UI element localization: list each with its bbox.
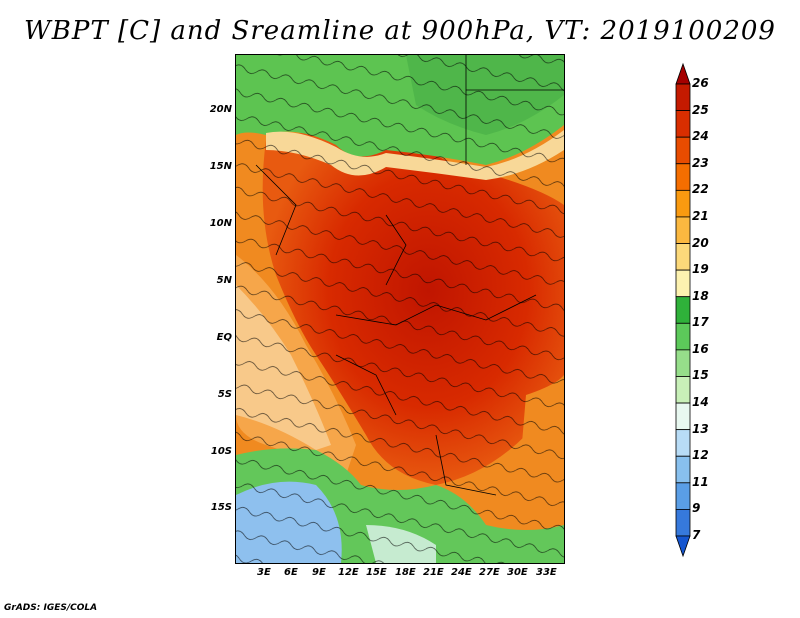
colorbar-swatch	[675, 429, 691, 457]
lon-label: 6E	[284, 567, 298, 578]
colorbar-label: 19	[692, 262, 709, 277]
colorbar-label: 11	[692, 474, 709, 489]
colorbar-swatch	[675, 269, 691, 298]
map-title: WBPT [C] and Sreamline at 900hPa, VT: 20…	[24, 16, 776, 46]
colorbar-label: 26	[692, 76, 709, 90]
colorbar-label: 15	[692, 368, 709, 383]
colorbar-label: 25	[692, 102, 709, 117]
lat-label: 5S	[217, 389, 232, 400]
colorbar-label: 23	[692, 155, 709, 170]
country-borders	[255, 55, 564, 496]
colorbar-swatch	[675, 163, 691, 191]
colorbar-swatch	[675, 322, 691, 351]
colorbar-swatch	[675, 296, 691, 324]
colorbar-label: 18	[692, 288, 709, 303]
colorbar-label: 13	[692, 421, 709, 436]
lat-label: 15S	[210, 502, 232, 513]
lon-label: 30E	[507, 567, 528, 578]
lat-label: 10N	[209, 218, 232, 229]
colorbar-label: 17	[692, 315, 709, 330]
map-panel	[235, 54, 565, 564]
lat-label: 5N	[216, 275, 232, 286]
colorbar-swatch	[675, 83, 691, 111]
streamlines	[236, 55, 564, 563]
footer-credit: GrADS: IGES/COLA	[4, 603, 98, 613]
colorbar-swatch	[675, 349, 691, 377]
colorbar-swatch	[675, 243, 691, 271]
lon-label: 15E	[366, 567, 387, 578]
lon-label: 24E	[451, 567, 472, 578]
colorbar-swatch	[675, 216, 691, 244]
wbpt-field-map	[236, 55, 564, 563]
colorbar-label: 14	[692, 395, 709, 410]
lat-label: 20N	[209, 104, 232, 115]
lat-label: 15N	[209, 161, 232, 172]
lon-label: 12E	[338, 567, 359, 578]
colorbar-swatch	[675, 402, 691, 431]
colorbar-swatch	[675, 509, 691, 537]
lon-label: 18E	[395, 567, 416, 578]
lon-label: 33E	[536, 567, 557, 578]
lon-label: 27E	[479, 567, 500, 578]
colorbar-label: 20	[692, 235, 709, 250]
colorbar-swatch	[675, 376, 691, 404]
lat-label: 10S	[210, 446, 232, 457]
colorbar-swatch	[675, 136, 691, 165]
colorbar-swatch	[675, 455, 691, 484]
colorbar-label: 24	[692, 129, 709, 144]
colorbar	[675, 62, 691, 558]
colorbar-label: 12	[692, 448, 709, 463]
colorbar-swatch	[675, 482, 691, 510]
colorbar-bottom-arrow	[675, 535, 691, 558]
colorbar-label: 7	[692, 528, 701, 542]
colorbar-swatch	[675, 110, 691, 138]
colorbar-label: 22	[692, 182, 709, 197]
colorbar-swatch	[675, 189, 691, 218]
lat-label: EQ	[216, 332, 232, 343]
colorbar-label: 21	[692, 208, 709, 223]
lon-label: 9E	[312, 567, 326, 578]
colorbar-label: 16	[692, 341, 709, 356]
colorbar-top-arrow	[675, 62, 691, 85]
lon-label: 3E	[257, 567, 271, 578]
colorbar-label: 9	[692, 501, 701, 516]
lon-label: 21E	[423, 567, 444, 578]
